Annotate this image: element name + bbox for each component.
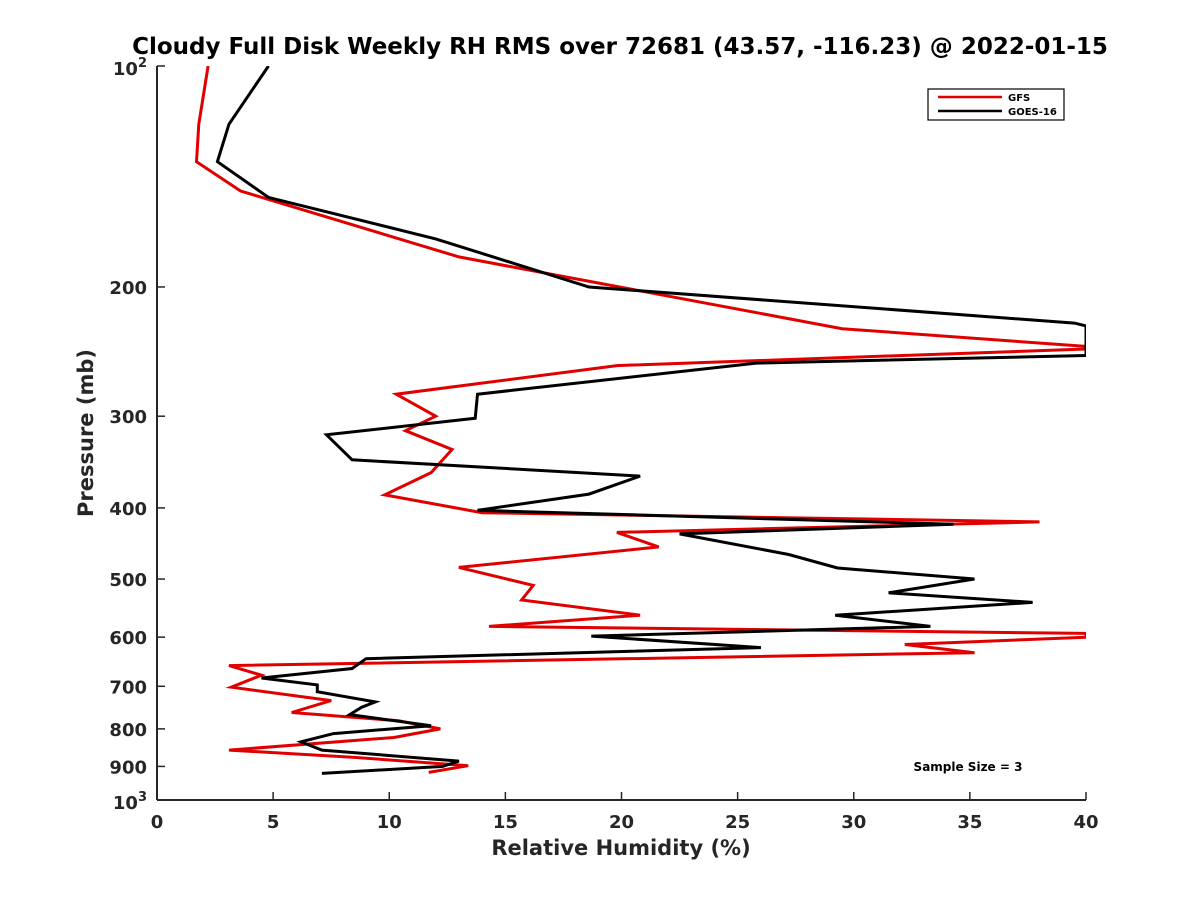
y-tick-label: 400 [109, 499, 147, 520]
x-tick-label: 30 [841, 812, 866, 833]
ticks-layer: 0 5 10 15 20 25 30 35 40 200 300 400 500 600 700 800 900… [109, 56, 1098, 833]
x-tick-label: 10 [377, 812, 402, 833]
x-tick-label: 0 [151, 812, 164, 833]
y-tick-label: 700 [109, 677, 147, 698]
x-tick-label: 5 [267, 812, 280, 833]
series-line-goes16 [215, 66, 1086, 775]
y-tick-label-bottom: 103 [113, 790, 147, 814]
legend-label-gfs: GFS [1008, 93, 1030, 104]
chart-title: Cloudy Full Disk Weekly RH RMS over 7268… [132, 34, 1108, 60]
y-axis-label: Pressure (mb) [74, 349, 98, 517]
x-tick-label: 25 [725, 812, 750, 833]
x-tick-label: 20 [609, 812, 634, 833]
legend: GFS GOES-16 [927, 88, 1065, 121]
y-tick-label: 300 [109, 407, 147, 428]
series-line-gfs [194, 66, 1086, 774]
legend-label-goes16: GOES-16 [1008, 107, 1057, 118]
x-tick-label: 40 [1073, 812, 1098, 833]
x-tick-label: 35 [957, 812, 982, 833]
y-tick-label: 500 [109, 570, 147, 591]
x-axis-label: Relative Humidity (%) [491, 836, 750, 860]
y-tick-label: 800 [109, 720, 147, 741]
x-tick-label: 15 [493, 812, 518, 833]
y-tick-label: 200 [109, 278, 147, 299]
legend-box [927, 88, 1065, 121]
y-tick-label-top: 102 [113, 56, 147, 80]
series-layer [194, 66, 1086, 775]
y-tick-label: 900 [109, 757, 147, 778]
sample-size-annotation: Sample Size = 3 [914, 760, 1023, 774]
y-tick-label: 600 [109, 628, 147, 649]
